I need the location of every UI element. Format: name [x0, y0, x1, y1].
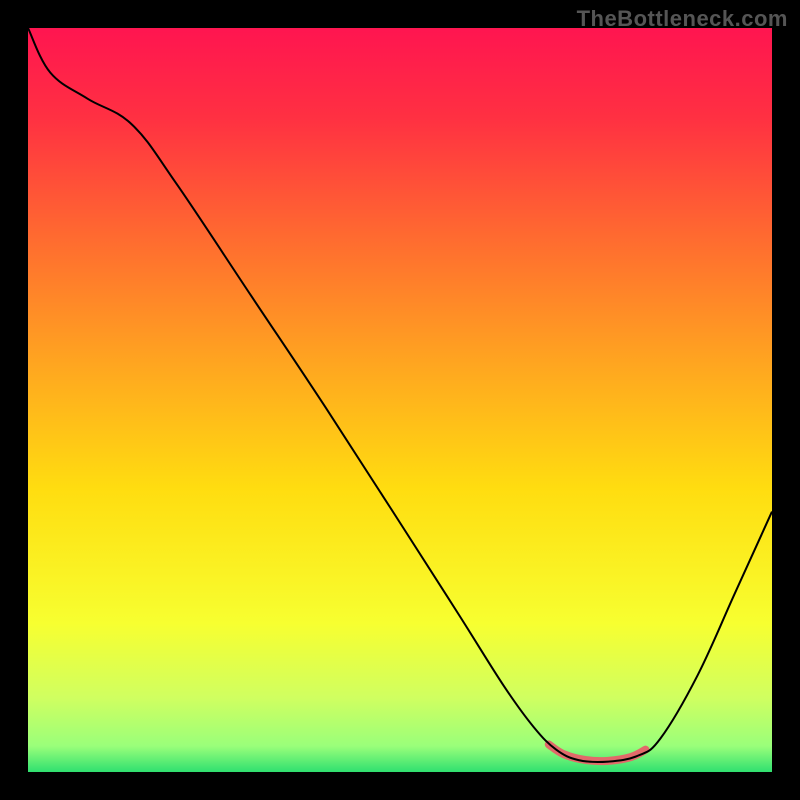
bottleneck-chart: [28, 28, 772, 772]
watermark-text: TheBottleneck.com: [577, 6, 788, 32]
chart-background: [28, 28, 772, 772]
